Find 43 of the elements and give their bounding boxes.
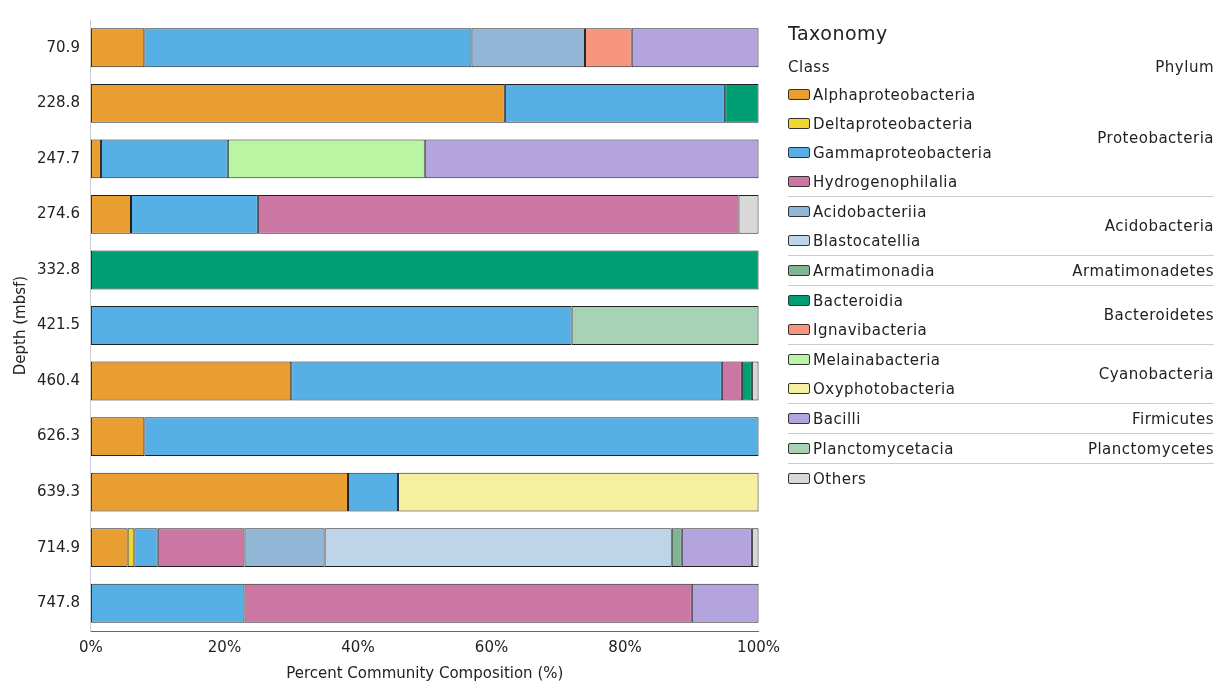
legend-label: Ignavibacteria (813, 320, 928, 339)
y-tick-label: 639.3 (36, 482, 80, 501)
legend-label: Melainabacteria (813, 350, 941, 369)
legend-label: Hydrogenophilalia (813, 172, 958, 191)
x-tick-label: 0% (79, 637, 103, 656)
text: Phylum (1155, 58, 1214, 78)
text: Firmicutes (1131, 409, 1214, 428)
text: Armatimonadetes (1072, 261, 1214, 280)
y-tick-label: 747.8 (36, 593, 80, 612)
text: Cyanobacteria (1098, 365, 1214, 383)
legend-label: Planctomycetacia (813, 439, 954, 458)
y-tick-label: 247.7 (36, 148, 80, 167)
y-tick-label: 70.9 (46, 37, 80, 56)
legend-label: Acidobacteriia (813, 202, 927, 221)
legend-label: Others (813, 469, 867, 488)
y-tick-label: 274.6 (36, 204, 80, 223)
legend-label: Gammaproteobacteria (813, 143, 993, 162)
x-tick-label: 20% (207, 637, 242, 656)
y-tick-label: 228.8 (36, 93, 80, 112)
x-tick-label: 80% (608, 637, 642, 656)
text: Acidobacteria (1104, 217, 1214, 235)
legend-label: Oxyphotobacteria (813, 379, 956, 398)
text: Bacteroidetes (1103, 306, 1214, 324)
legend-label: Blastocatellia (813, 231, 921, 250)
text: Proteobacteria (1097, 129, 1214, 147)
y-tick-label: 626.3 (36, 426, 80, 445)
y-axis-title: Depth (mbsf) (10, 275, 29, 376)
x-axis-title: Percent Community Composition (%) (286, 663, 564, 682)
y-tick-label: 421.5 (36, 315, 80, 334)
text: Planctomycetes (1087, 439, 1214, 458)
y-tick-label: 460.4 (36, 370, 80, 389)
text: Class (788, 58, 830, 78)
y-tick-label: 714.9 (36, 537, 80, 556)
x-tick-label: 60% (474, 637, 509, 656)
x-tick-label: 100% (737, 637, 780, 656)
legend-label: Alphaproteobacteria (813, 85, 976, 104)
legend-label: Armatimonadia (813, 261, 935, 280)
x-tick-label: 40% (341, 637, 375, 656)
legend-label: Bacilli (813, 409, 861, 428)
legend-label: Bacteroidia (813, 291, 904, 310)
legend-title: Taxonomy (788, 22, 889, 44)
y-tick-label: 332.8 (36, 259, 80, 278)
legend-label: Deltaproteobacteria (813, 114, 973, 133)
